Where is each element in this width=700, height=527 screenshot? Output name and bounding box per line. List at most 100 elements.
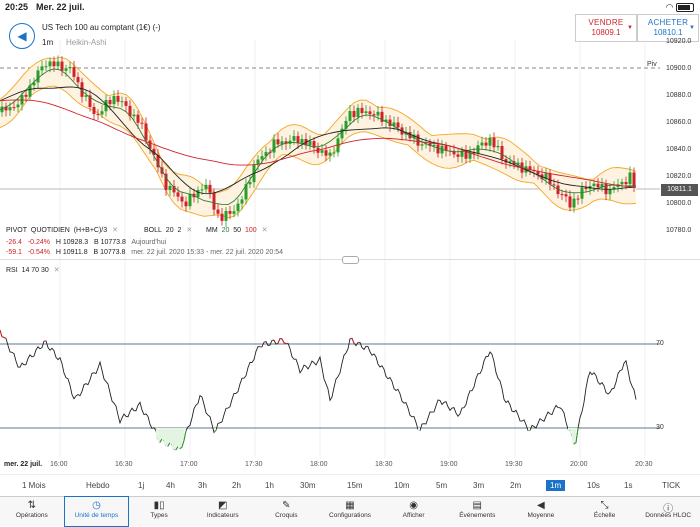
rsi-oversold-fill bbox=[170, 428, 172, 444]
candle-body bbox=[361, 108, 364, 113]
candle-body bbox=[369, 111, 372, 114]
calendar-icon: ▤ bbox=[470, 500, 484, 512]
candle-body bbox=[397, 122, 400, 127]
candle-body bbox=[489, 138, 492, 146]
candle-body bbox=[121, 101, 124, 102]
boll-p1: 20 bbox=[166, 227, 174, 234]
period-4h[interactable]: 4h bbox=[166, 481, 175, 490]
period-1j[interactable]: 1j bbox=[138, 481, 144, 490]
resize-handle[interactable] bbox=[342, 256, 359, 264]
candle-body bbox=[249, 182, 252, 184]
tab-événements[interactable]: ▤Événements bbox=[445, 497, 509, 526]
period-1-mois[interactable]: 1 Mois bbox=[22, 481, 46, 490]
rsi-lower-label: 30 bbox=[656, 424, 664, 431]
candle-body bbox=[593, 184, 596, 186]
rsi-oversold-fill bbox=[570, 428, 572, 434]
close-icon[interactable]: ✕ bbox=[112, 227, 118, 234]
rsi-overbought-segment bbox=[2, 337, 4, 338]
candle-body bbox=[321, 150, 324, 153]
period-2m[interactable]: 2m bbox=[510, 481, 521, 490]
tab-croquis[interactable]: ✎Croquis bbox=[255, 497, 319, 526]
candle-body bbox=[629, 172, 632, 184]
close-icon[interactable]: ✕ bbox=[262, 227, 268, 234]
period-10m[interactable]: 10m bbox=[394, 481, 410, 490]
tab-label: Opérations bbox=[16, 512, 48, 519]
period-1h[interactable]: 1h bbox=[265, 481, 274, 490]
candle-body bbox=[329, 153, 332, 156]
tab-afficher[interactable]: ◉Afficher bbox=[382, 497, 446, 526]
tab-opérations[interactable]: ⇅Opérations bbox=[0, 497, 64, 526]
tab-label: Indicateurs bbox=[207, 512, 239, 519]
price-axis-label: 10860.0 bbox=[666, 119, 691, 126]
candle-body bbox=[49, 61, 52, 66]
rsi-oversold-fill bbox=[178, 428, 180, 449]
candle-body bbox=[597, 184, 600, 188]
pivot-legend[interactable]: PIVOT QUOTIDIEN (H+B+C)/3 ✕ bbox=[6, 226, 118, 234]
tab-unité-de-temps[interactable]: ◷Unité de temps bbox=[64, 496, 130, 527]
candle-body bbox=[177, 192, 180, 196]
period-hebdo[interactable]: Hebdo bbox=[86, 481, 110, 490]
rsi-oversold-fill bbox=[528, 428, 530, 430]
tab-label: Types bbox=[150, 512, 167, 519]
period-1s[interactable]: 1s bbox=[624, 481, 632, 490]
period-1m[interactable]: 1m bbox=[546, 480, 565, 491]
tab-label: Unité de temps bbox=[75, 512, 119, 519]
rsi-line bbox=[0, 330, 636, 450]
period-30m[interactable]: 30m bbox=[300, 481, 316, 490]
today-label: Aujourd'hui bbox=[131, 239, 166, 246]
tab-label: Configurations bbox=[329, 512, 371, 519]
candle-body bbox=[373, 114, 376, 115]
tab-types[interactable]: ▮▯Types bbox=[127, 497, 191, 526]
rsi-oversold-fill bbox=[418, 428, 420, 430]
candle-body bbox=[365, 111, 368, 113]
candle-body bbox=[309, 141, 312, 145]
tab-moyenne[interactable]: ◀Moyenne bbox=[509, 497, 573, 526]
period-15m[interactable]: 15m bbox=[347, 481, 363, 490]
period-2h[interactable]: 2h bbox=[232, 481, 241, 490]
period-3h[interactable]: 3h bbox=[198, 481, 207, 490]
tab-label: Événements bbox=[459, 512, 495, 519]
candle-body bbox=[125, 101, 128, 106]
time-axis-label: 16:00 bbox=[50, 461, 68, 468]
rsi-legend[interactable]: RSI 14 70 30 ✕ bbox=[6, 266, 60, 274]
candle-body bbox=[553, 184, 556, 185]
tab-configurations[interactable]: ▦Configurations bbox=[318, 497, 382, 526]
rsi-oversold-segment bbox=[574, 443, 576, 444]
tab-indicateurs[interactable]: ◩Indicateurs bbox=[191, 497, 255, 526]
candle-body bbox=[273, 139, 276, 152]
pencil-icon: ✎ bbox=[279, 500, 293, 512]
candle-body bbox=[625, 182, 628, 184]
candle-body bbox=[109, 100, 112, 104]
period-5m[interactable]: 5m bbox=[436, 481, 447, 490]
tab-label: Données HLOC bbox=[645, 512, 691, 519]
boll-legend[interactable]: BOLL 20 2 ✕ bbox=[144, 226, 192, 234]
rsi-oversold-segment bbox=[576, 428, 578, 442]
tab-label: Échelle bbox=[594, 512, 615, 519]
today-change: -26.4 bbox=[6, 239, 22, 246]
current-price-tag: 10811.1 bbox=[661, 184, 698, 196]
rsi-overbought-segment bbox=[284, 343, 286, 344]
candle-body bbox=[577, 199, 580, 200]
candle-body bbox=[501, 146, 504, 159]
rsi-oversold-segment bbox=[160, 439, 162, 442]
period-3m[interactable]: 3m bbox=[473, 481, 484, 490]
rsi-oversold-segment bbox=[184, 431, 186, 441]
period-selector: 1 Mois Hebdo 1j 4h 3h 2h 1h 30m 15m 10m 5m 3m 2m 1m 10… bbox=[0, 474, 700, 495]
period-tick[interactable]: TICK bbox=[662, 481, 680, 490]
rsi-oversold-fill bbox=[164, 428, 166, 445]
close-icon[interactable]: ✕ bbox=[54, 267, 60, 274]
candle-body bbox=[433, 145, 436, 146]
candle-body bbox=[197, 190, 200, 197]
candle-body bbox=[217, 210, 220, 214]
rsi-oversold-fill bbox=[182, 428, 184, 440]
candle-body bbox=[97, 114, 100, 115]
mm-legend[interactable]: MM 20 50 100 ✕ bbox=[206, 226, 267, 234]
period-10s[interactable]: 10s bbox=[587, 481, 600, 490]
tab-échelle[interactable]: ⤡Échelle bbox=[573, 497, 637, 526]
rsi-oversold-fill bbox=[180, 428, 182, 447]
eye-icon: ◉ bbox=[407, 500, 421, 512]
close-icon[interactable]: ✕ bbox=[186, 227, 192, 234]
candle-body bbox=[189, 194, 192, 206]
rsi-curve bbox=[0, 330, 636, 450]
